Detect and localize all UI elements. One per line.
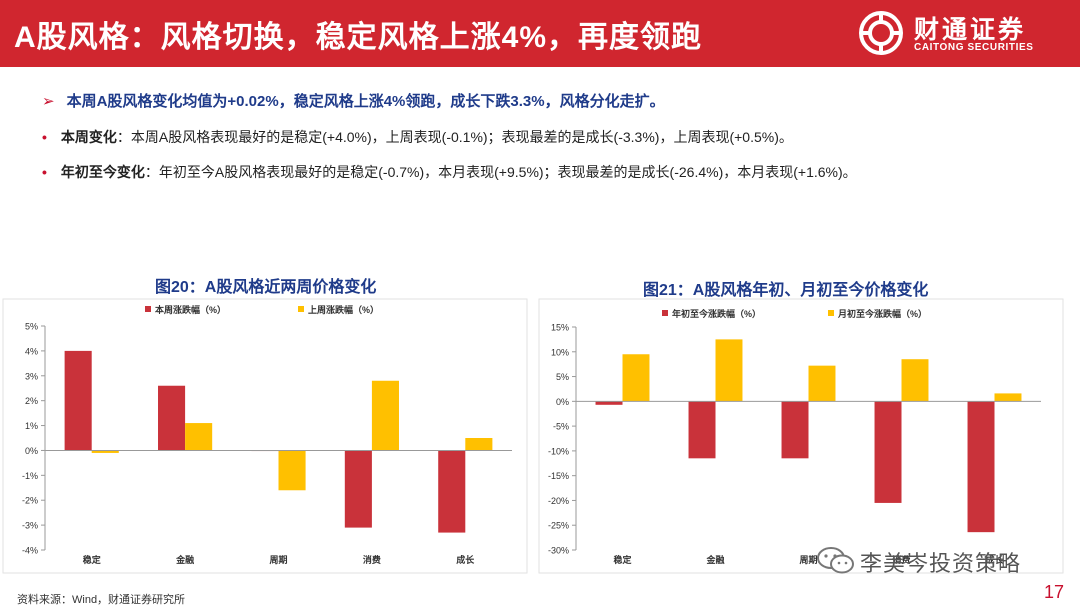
chart-title-fig20: 图20：A股风格近两周价格变化 xyxy=(155,279,377,296)
x-tick-label: 成长 xyxy=(985,554,1004,565)
legend-swatch xyxy=(662,310,668,316)
bar-series2-1 xyxy=(715,339,743,402)
y-tick-label: 2% xyxy=(25,396,38,406)
bar-series1-0 xyxy=(64,350,92,451)
summary-line: ➢ 本周A股风格变化均值为+0.02%，稳定风格上涨4%领跑，成长下跌3.3%，风… xyxy=(42,90,665,111)
y-tick-label: 5% xyxy=(25,322,38,332)
legend-label: 年初至今涨跌幅（%） xyxy=(672,308,761,319)
legend-swatch xyxy=(298,306,304,312)
bar-series1-2 xyxy=(781,401,809,459)
y-tick-label: 15% xyxy=(551,323,569,333)
chart-frame xyxy=(538,298,1064,574)
y-tick-label: -2% xyxy=(22,496,38,506)
y-tick-label: -3% xyxy=(22,521,38,531)
y-tick-label: -4% xyxy=(22,546,38,556)
chart-frame xyxy=(2,298,528,574)
bullet-ytd-change: • 年初至今变化：年初至今A股风格表现最好的是稳定(-0.7%)，本月表现(+9.… xyxy=(42,162,857,182)
x-tick-label: 周期 xyxy=(269,554,287,565)
y-tick-label: 5% xyxy=(556,372,569,382)
bullet-label: 本周变化 xyxy=(60,129,117,145)
y-tick-label: -15% xyxy=(548,471,569,481)
page-title: A股风格：风格切换，稳定风格上涨4%，再度领跑 xyxy=(14,21,703,54)
chart-title-fig21: 图21：A股风格年初、月初至今价格变化 xyxy=(643,282,929,299)
bullet-text: ：本周A股风格表现最好的是稳定(+4.0%)，上周表现(-0.1%)；表现最差的… xyxy=(116,129,793,145)
bullet-label: 年初至今变化 xyxy=(60,164,145,180)
y-tick-label: 0% xyxy=(556,397,569,407)
caitong-logo-icon xyxy=(859,11,903,55)
bar-series1-3 xyxy=(344,450,372,528)
bar-series1-4 xyxy=(438,450,466,533)
bar-series2-4 xyxy=(465,438,493,451)
wechat-watermark: 李美岑投资策略 xyxy=(812,542,1052,582)
bar-chart-ytd-mtd: 15% 10% 5% 0% -5% -10% -15% -20% -25% -30% 稳定 金融 周期 消… xyxy=(538,298,1064,574)
x-tick-label: 周期 xyxy=(799,554,817,565)
x-tick-label: 金融 xyxy=(705,554,724,565)
bullet-text: ：年初至今A股风格表现最好的是稳定(-0.7%)，本月表现(+9.5%)；表现最… xyxy=(144,164,857,180)
y-tick-label: 0% xyxy=(25,446,38,456)
legend-label: 月初至今涨跌幅（%） xyxy=(837,308,927,319)
bullet-dot-icon: • xyxy=(42,129,47,145)
bar-series1-1 xyxy=(688,401,716,459)
logo-english-name: CAITONG SECURITIES xyxy=(914,42,1034,53)
bar-series2-0 xyxy=(622,354,650,402)
bullet-weekly-change: • 本周变化：本周A股风格表现最好的是稳定(+4.0%)，上周表现(-0.1%)；… xyxy=(42,127,793,147)
bullet-dot-icon: • xyxy=(42,164,47,180)
brand-logo: 财通证券 CAITONG SECURITIES xyxy=(848,8,1054,58)
wechat-icon xyxy=(817,547,854,574)
logo-chinese-name: 财通证券 xyxy=(914,16,1027,44)
bar-series2-2 xyxy=(808,365,836,402)
bar-series2-1 xyxy=(185,423,213,451)
x-tick-label: 稳定 xyxy=(83,554,102,565)
page-number: 17 xyxy=(1044,582,1065,602)
legend-label: 上周涨跌幅（%） xyxy=(308,304,379,315)
bar-chart-weekly: 5% 4% 3% 2% 1% 0% -1% -2% -3% -4% 稳定 金融 周期 消费 成长 本周涨跌幅（… xyxy=(2,298,528,574)
bar-series2-3 xyxy=(901,359,929,402)
bar-series2-3 xyxy=(371,380,399,451)
y-tick-label: -25% xyxy=(548,521,569,531)
legend-label: 本周涨跌幅（%） xyxy=(155,304,226,315)
y-tick-label: -5% xyxy=(553,422,569,432)
y-tick-label: -10% xyxy=(548,446,569,456)
header-bar: A股风格：风格切换，稳定风格上涨4%，再度领跑 财通证券 CAITONG SEC… xyxy=(0,0,1080,67)
summary-text: 本周A股风格变化均值为+0.02%，稳定风格上涨4%领跑，成长下跌3.3%，风格… xyxy=(66,93,665,110)
bar-series2-2 xyxy=(278,450,306,491)
bar-series1-0 xyxy=(595,401,623,405)
x-tick-label: 消费 xyxy=(892,554,910,565)
y-tick-label: -1% xyxy=(22,471,38,481)
bar-series2-4 xyxy=(994,393,1022,402)
x-tick-label: 金融 xyxy=(175,554,194,565)
bar-series1-4 xyxy=(967,401,995,533)
legend-swatch xyxy=(145,306,151,312)
bar-series1-3 xyxy=(874,401,902,503)
bar-series1-1 xyxy=(158,385,186,451)
legend-swatch xyxy=(828,310,834,316)
y-tick-label: -20% xyxy=(548,496,569,506)
y-tick-label: 1% xyxy=(25,421,38,431)
y-tick-label: 10% xyxy=(551,347,569,357)
watermark-text: 李美岑投资策略 xyxy=(860,551,1022,576)
bar-series2-0 xyxy=(91,450,119,453)
x-tick-label: 成长 xyxy=(456,554,475,565)
x-tick-label: 稳定 xyxy=(613,554,632,565)
source-note: 资料来源：Wind，财通证券研究所 xyxy=(17,594,186,606)
y-tick-label: 3% xyxy=(25,371,38,381)
x-tick-label: 消费 xyxy=(363,554,381,565)
y-tick-label: 4% xyxy=(25,346,38,356)
arrow-bullet-icon: ➢ xyxy=(42,93,55,110)
y-tick-label: -30% xyxy=(548,546,569,556)
